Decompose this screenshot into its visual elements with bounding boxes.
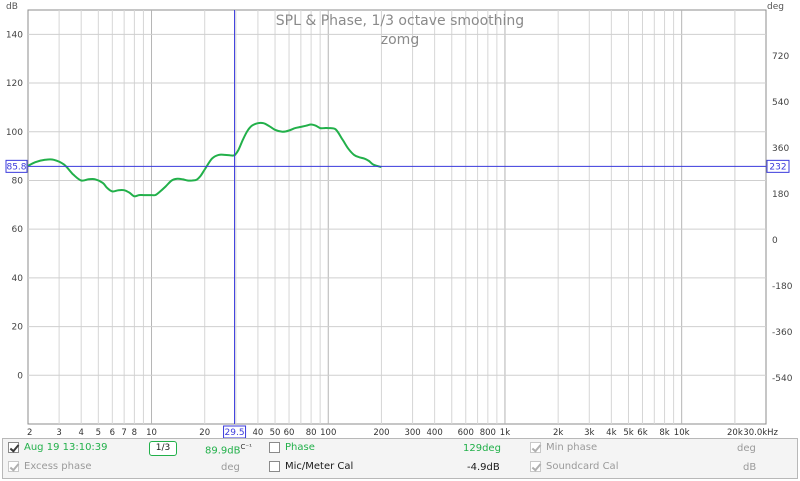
y-tick-label: 120	[6, 79, 23, 89]
cursor-y-value: 85.8	[6, 162, 26, 172]
x-tick-label: 4	[78, 428, 83, 438]
right-tick-label: -540	[772, 374, 793, 384]
mic-meter-cal-value: -4.9dB	[467, 462, 500, 473]
y-tick-label: 100	[6, 128, 23, 138]
right-tick-label: 0	[772, 236, 778, 246]
x-tick-label: 4k	[606, 428, 616, 438]
x-tick-label: 10k	[674, 428, 690, 438]
cursor-x-readout: 29.5	[223, 425, 247, 438]
legend-panel: Aug 19 13:10:39 1/3 89.9dBC⁻¹ Phase 129d…	[2, 438, 798, 479]
right-tick-label: -360	[772, 328, 793, 338]
chart-subtitle: zomg	[381, 32, 419, 48]
soundcard-cal-toggle[interactable]: Soundcard Cal	[530, 461, 618, 472]
right-tick-label: 540	[772, 98, 789, 108]
cursor-y-readout-right: 232	[766, 159, 790, 173]
x-tick-label: 20	[199, 428, 210, 438]
spl-weighting: C⁻¹	[240, 443, 252, 451]
x-tick-label: 5k	[623, 428, 633, 438]
measurement-checkbox[interactable]	[8, 442, 19, 453]
phase-label: Phase	[285, 442, 315, 453]
phase-checkbox[interactable]	[269, 442, 280, 453]
excess-phase-label: Excess phase	[24, 461, 92, 472]
right-tick-label: 360	[772, 144, 789, 154]
min-phase-label: Min phase	[546, 442, 598, 453]
measurement-label: Aug 19 13:10:39	[24, 442, 108, 453]
excess-phase-toggle[interactable]: Excess phase	[8, 461, 92, 472]
x-tick-label: 20k	[727, 428, 743, 438]
min-phase-toggle[interactable]: Min phase	[530, 442, 597, 453]
min-phase-checkbox[interactable]	[530, 442, 541, 453]
right-tick-label: -180	[772, 282, 793, 292]
legend-row-measurement: Aug 19 13:10:39 1/3 89.9dBC⁻¹ Phase 129d…	[3, 439, 797, 458]
legend-row-secondary: Excess phase deg Mic/Meter Cal -4.9dB So…	[3, 458, 797, 477]
excess-phase-checkbox[interactable]	[8, 461, 19, 472]
cursor-y-readout-left: 85.8	[5, 159, 28, 173]
x-tick-label: 100	[320, 428, 336, 438]
grid-lines	[28, 10, 766, 424]
x-tick-label: 10	[146, 428, 157, 438]
y-tick-label: 60	[12, 225, 24, 235]
x-tick-label: 40	[253, 428, 264, 438]
x-tick-label: 2k	[553, 428, 563, 438]
x-tick-label: 200	[373, 428, 389, 438]
measurement-toggle[interactable]: Aug 19 13:10:39	[8, 442, 108, 453]
spl-readout: 89.9dBC⁻¹	[205, 443, 252, 456]
right-tick-label: 720	[772, 52, 789, 62]
x-tick-label: 30.0kHz	[743, 428, 778, 438]
x-tick-label: 50	[270, 428, 281, 438]
x-tick-label: 60	[284, 428, 295, 438]
cursor-frequency-value: 29.5	[225, 428, 245, 438]
x-tick-label: 80	[306, 428, 317, 438]
y-tick-label: 140	[6, 30, 23, 40]
x-tick-label: 8k	[659, 428, 669, 438]
y-tick-label: 20	[12, 323, 24, 333]
right-axis-ticks: -540 -360 -180 0 180 360 540 720	[772, 52, 793, 384]
x-tick-label: 8	[132, 428, 137, 438]
x-tick-label: 600	[458, 428, 474, 438]
x-tick-label: 400	[427, 428, 443, 438]
soundcard-cal-unit: dB	[743, 462, 757, 473]
mic-meter-cal-checkbox[interactable]	[269, 461, 280, 472]
right-axis-unit: deg	[767, 2, 784, 12]
x-tick-label: 3k	[584, 428, 594, 438]
x-tick-label: 3	[56, 428, 61, 438]
phase-toggle[interactable]: Phase	[269, 442, 315, 453]
chart-title: SPL & Phase, 1/3 octave smoothing	[276, 13, 524, 29]
x-tick-label: 1k	[500, 428, 510, 438]
x-tick-label: 2	[27, 428, 32, 438]
excess-phase-unit: deg	[221, 462, 240, 473]
mic-meter-cal-toggle[interactable]: Mic/Meter Cal	[269, 461, 353, 472]
right-tick-label: 180	[772, 190, 789, 200]
left-axis-unit: dB	[6, 2, 18, 12]
x-tick-label: 5	[96, 428, 101, 438]
x-tick-label: 800	[480, 428, 496, 438]
soundcard-cal-label: Soundcard Cal	[546, 461, 619, 472]
min-phase-unit: deg	[737, 443, 756, 454]
smoothing-button[interactable]: 1/3	[149, 441, 177, 456]
plot-area[interactable]	[27, 9, 767, 425]
x-tick-label: 6	[110, 428, 115, 438]
y-tick-label: 80	[12, 176, 24, 186]
mic-meter-cal-label: Mic/Meter Cal	[285, 461, 354, 472]
soundcard-cal-checkbox[interactable]	[530, 461, 541, 472]
left-axis-ticks: 0 20 40 60 80 100 120 140	[6, 30, 23, 381]
x-tick-label: 300	[404, 428, 420, 438]
y-tick-label: 0	[17, 371, 23, 381]
spl-value: 89.9dB	[205, 445, 241, 457]
spl-series-line	[27, 121, 382, 198]
y-tick-label: 40	[12, 274, 24, 284]
x-tick-label: 6k	[637, 428, 647, 438]
phase-readout: 129deg	[463, 443, 501, 454]
cursor-phase-value: 232	[769, 162, 786, 172]
x-tick-label: 7	[121, 428, 126, 438]
frequency-axis-ticks: 2 3 4 5 6 7 8 10 20 40 50 60 80 100 200 300 400 600 800 1k 2…	[27, 428, 779, 438]
